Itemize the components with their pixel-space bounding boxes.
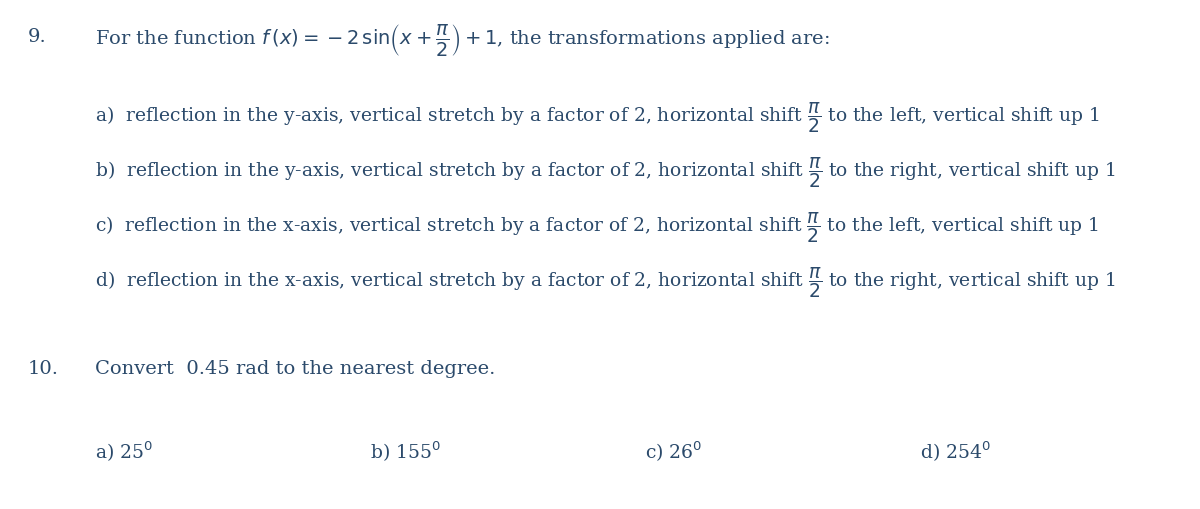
Text: d) 254$^0$: d) 254$^0$ [920, 439, 991, 463]
Text: b)  reflection in the y-axis, vertical stretch by a factor of 2, horizontal shif: b) reflection in the y-axis, vertical st… [95, 155, 1116, 189]
Text: c) 26$^0$: c) 26$^0$ [646, 439, 702, 463]
Text: Convert  0.45 rad to the nearest degree.: Convert 0.45 rad to the nearest degree. [95, 359, 496, 377]
Text: c)  reflection in the x-axis, vertical stretch by a factor of 2, horizontal shif: c) reflection in the x-axis, vertical st… [95, 210, 1099, 244]
Text: For the function $f\,(x) = -2\,\sin\!\left(x + \dfrac{\pi}{2}\right) + 1$, the t: For the function $f\,(x) = -2\,\sin\!\le… [95, 22, 829, 58]
Text: a)  reflection in the y-axis, vertical stretch by a factor of 2, horizontal shif: a) reflection in the y-axis, vertical st… [95, 100, 1099, 134]
Text: 10.: 10. [28, 359, 59, 377]
Text: b) 155$^0$: b) 155$^0$ [370, 439, 440, 463]
Text: a) 25$^0$: a) 25$^0$ [95, 439, 154, 463]
Text: d)  reflection in the x-axis, vertical stretch by a factor of 2, horizontal shif: d) reflection in the x-axis, vertical st… [95, 265, 1116, 299]
Text: 9.: 9. [28, 28, 47, 46]
